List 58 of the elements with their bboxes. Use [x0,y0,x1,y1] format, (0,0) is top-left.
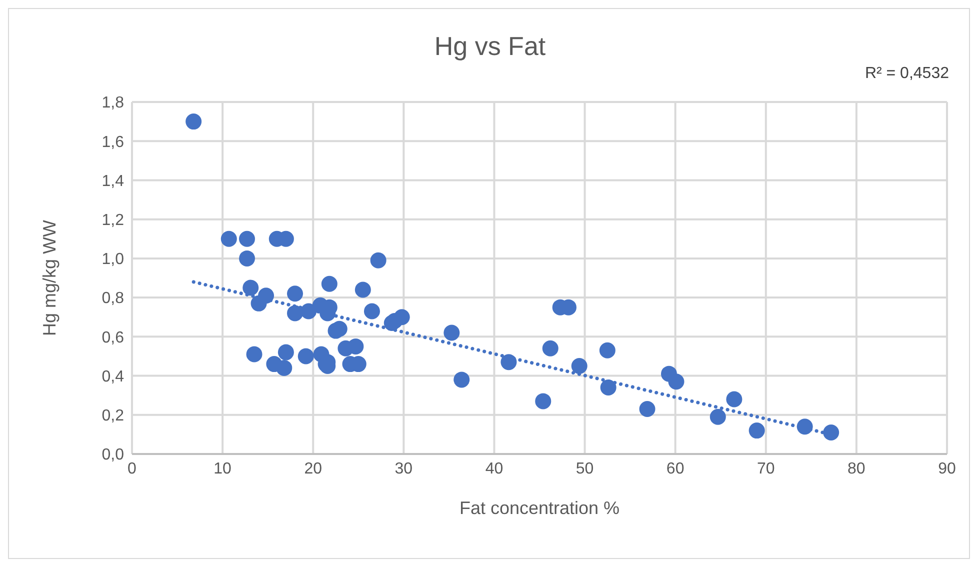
y-tick-label: 1,8 [102,94,124,112]
point [600,380,616,396]
point [542,340,558,356]
point [639,401,656,418]
point [239,250,256,266]
point [321,276,338,292]
point [287,305,303,322]
x-tick-label: 0 [128,460,137,478]
y-tick-label: 0,2 [102,408,124,425]
point [258,288,274,304]
y-axis-title: Hg mg/kg WW [39,220,60,336]
point [599,342,616,358]
x-tick-label: 90 [938,460,956,478]
point [364,303,380,320]
point [535,393,552,410]
point [726,391,742,408]
point [220,230,237,247]
point [796,418,813,435]
x-tick-label: 70 [756,460,775,478]
y-tick-label: 1,0 [102,251,124,268]
point [242,280,259,296]
chart-title: Hg vs Fat [433,31,547,62]
point [444,324,460,341]
point [454,372,470,388]
point [348,338,364,354]
point [748,422,765,439]
x-tick-label: 40 [485,460,504,478]
point [370,252,386,268]
y-tick-label: 0,6 [102,329,124,346]
x-tick-label: 50 [576,460,594,478]
y-tick-label: 0,4 [102,368,124,386]
y-tick-label: 0,8 [102,290,124,308]
point [246,346,262,362]
y-tick-label: 1,2 [102,212,124,230]
y-tick-label: 1,4 [102,172,124,190]
point [710,408,726,425]
x-tick-label: 60 [666,460,684,478]
point [298,348,314,364]
x-tick-label: 80 [848,460,866,478]
point [823,424,840,440]
point [186,114,202,130]
point [300,303,317,320]
point [287,286,303,302]
point [239,230,256,247]
point [354,282,371,298]
x-tick-label: 20 [304,460,322,478]
y-tick-label: 1,6 [102,134,124,151]
point [571,358,588,374]
text: R² = 0,4532 [864,65,949,83]
point [668,374,684,390]
x-tick-label: 30 [394,460,413,478]
point [394,309,410,326]
point [278,344,294,360]
point [500,354,517,370]
point [276,360,292,376]
x-axis-title: Fat concentration % [459,498,620,518]
x-tick-label: 10 [214,460,232,478]
y-tick-label: 0,0 [102,446,124,464]
